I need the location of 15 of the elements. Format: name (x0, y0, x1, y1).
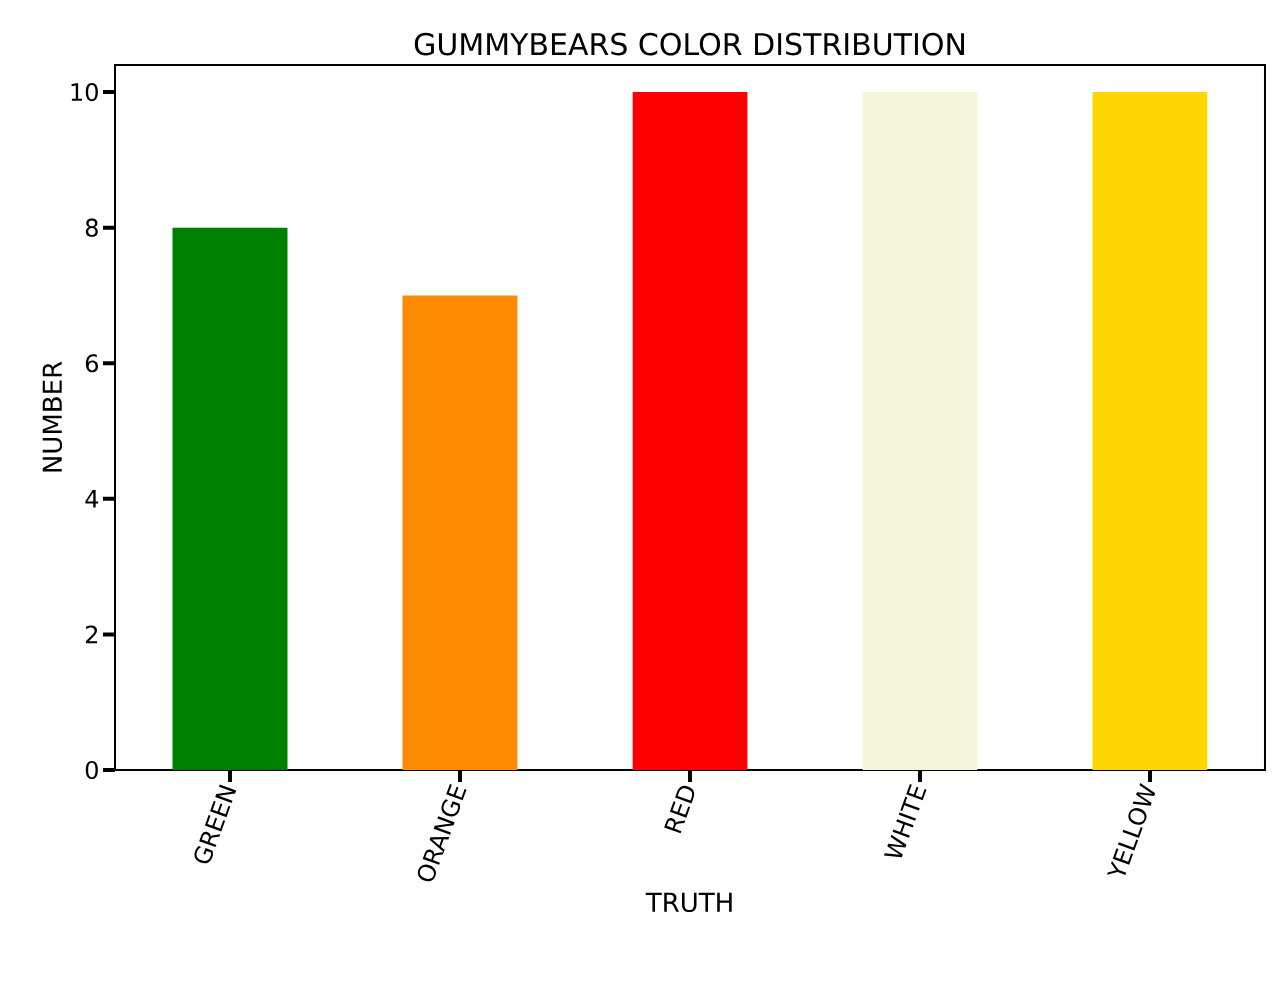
y-tick-label: 0 (85, 760, 98, 780)
bar (632, 92, 748, 770)
bar (862, 92, 978, 770)
y-axis-title: NUMBER (42, 361, 63, 472)
x-tick-label: RED (664, 785, 695, 834)
y-tick-label: 2 (85, 625, 98, 644)
bar (402, 295, 518, 770)
y-tick-label: 8 (85, 218, 98, 237)
y-tick-label: 10 (71, 83, 98, 102)
x-axis-title: TRUTH (645, 892, 732, 913)
chart-title: GUMMYBEARS COLOR DISTRIBUTION (414, 32, 964, 56)
y-tick-label: 6 (85, 354, 98, 373)
bar (172, 227, 288, 770)
y-tick-label: 4 (85, 490, 99, 508)
bar (1092, 92, 1208, 770)
